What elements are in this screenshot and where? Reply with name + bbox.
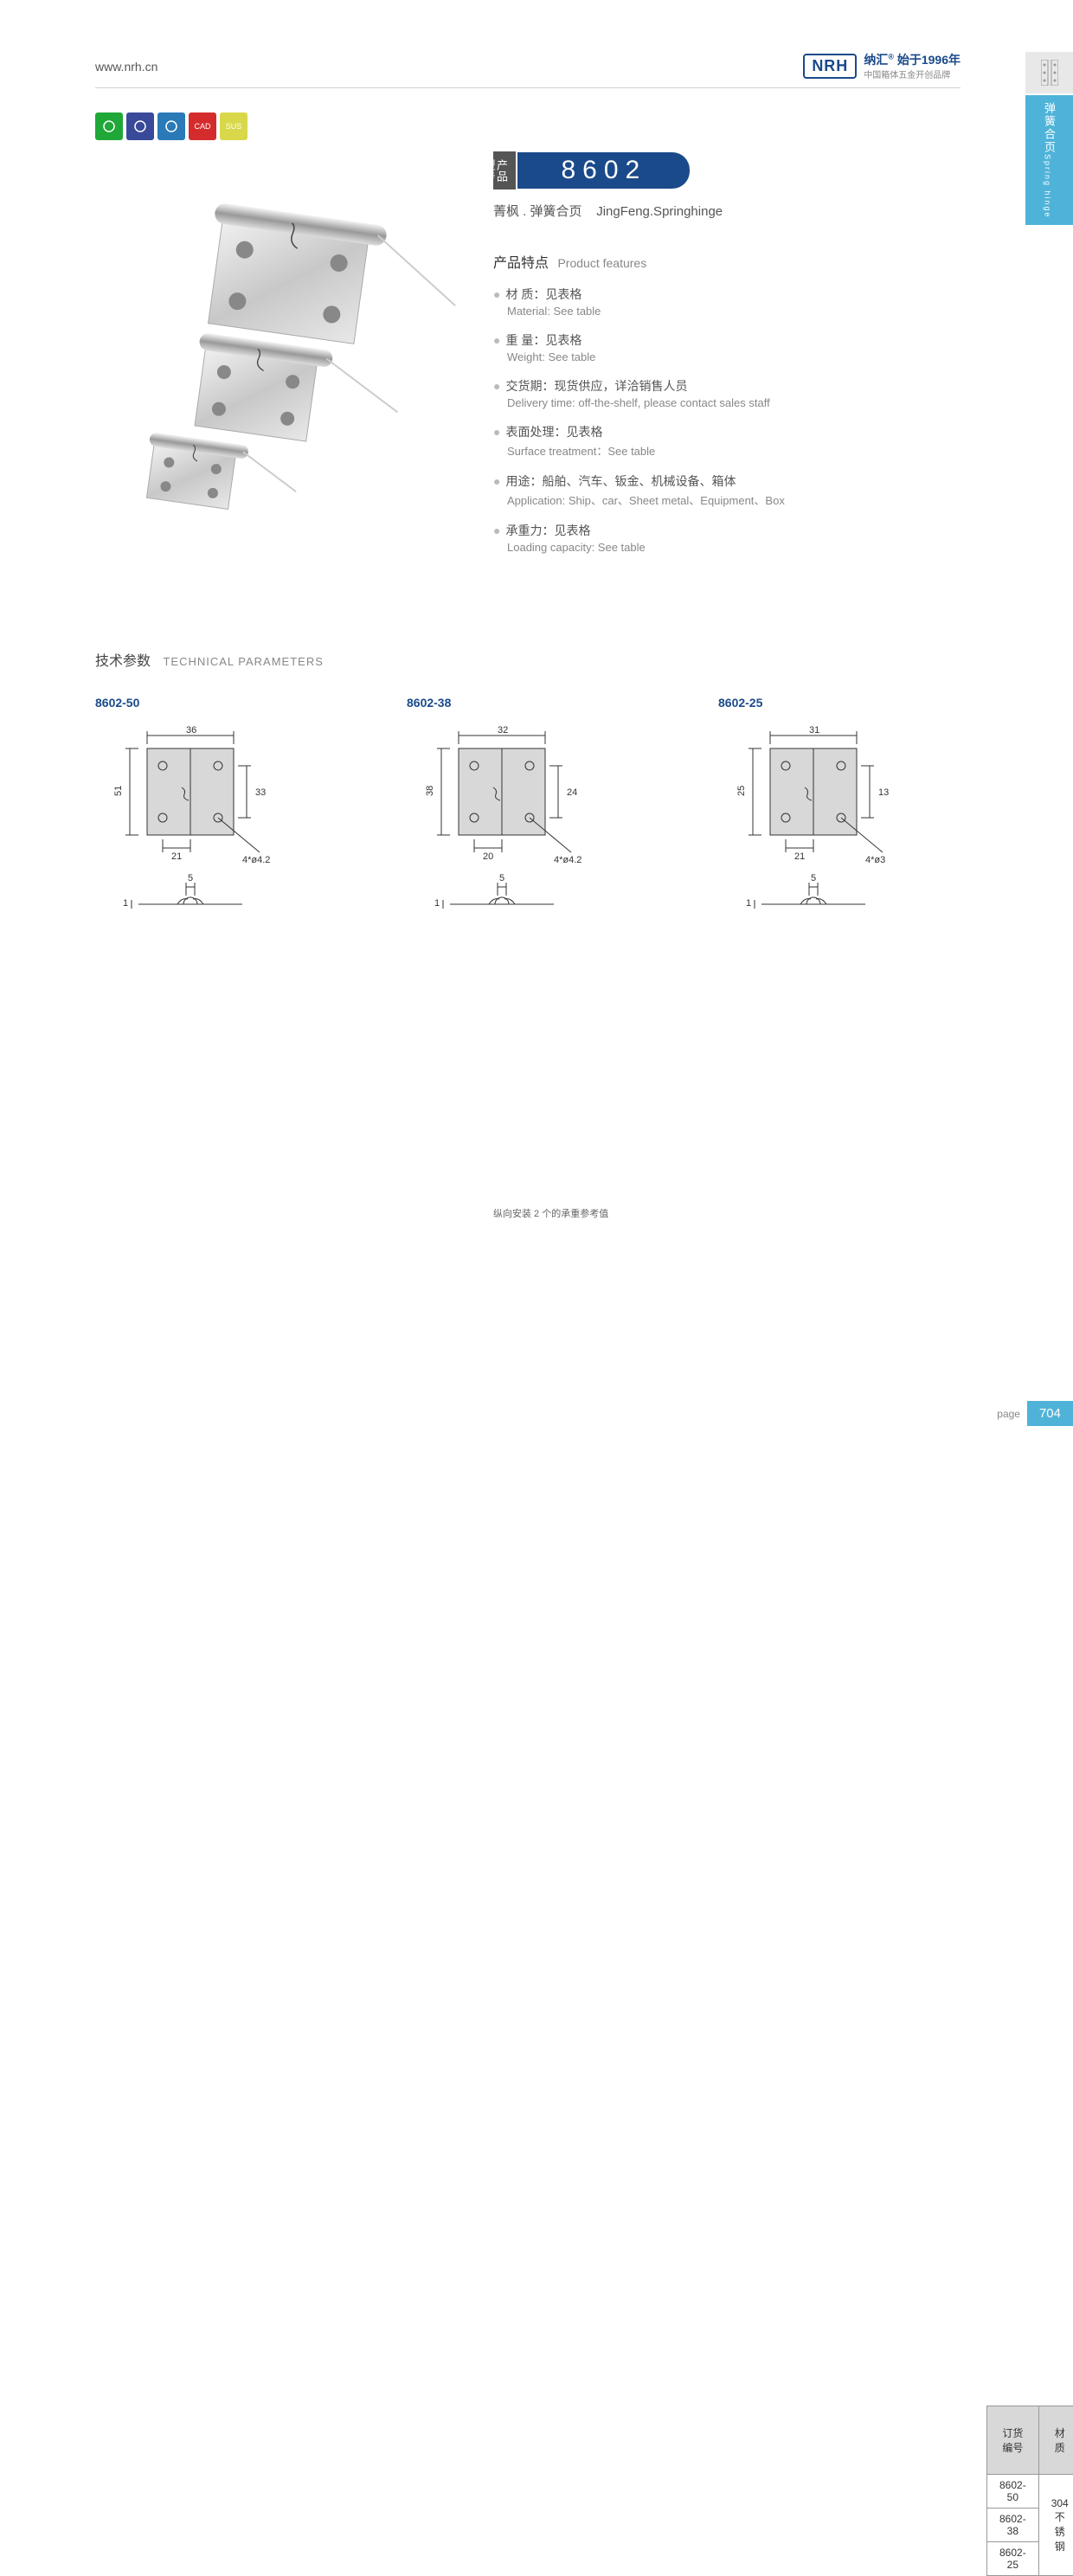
table-row: 8602-50304 不锈钢振光研磨198 [987, 2475, 1073, 2509]
feature-item: ●材 质：见表格Material: See table [493, 286, 961, 318]
tech-section: 技术参数 TECHNICAL PARAMETERS 8602-50 36 51 … [95, 649, 978, 969]
logo-cn: 纳汇 [864, 53, 888, 67]
drawing-label: 8602-50 [95, 696, 355, 710]
spec-table-block: 订货编号材 质表面处理ROHS重量（g）承重（kg） 8602-50304 不锈… [493, 1203, 608, 1220]
side-tab-cn: 弹簧合页 [1041, 102, 1057, 154]
page-footer: page 704 [997, 1401, 1073, 1426]
svg-text:38: 38 [425, 786, 435, 796]
svg-text:4*ø3: 4*ø3 [865, 855, 885, 865]
svg-text:21: 21 [794, 851, 805, 862]
model-number: 8602 [517, 152, 690, 189]
tech-title-cn: 技术参数 [95, 654, 151, 669]
svg-text:13: 13 [878, 787, 889, 798]
page-label: page [997, 1408, 1020, 1420]
features-title: 产品特点 Product features [493, 251, 961, 272]
svg-text:1: 1 [123, 898, 128, 909]
features-title-cn: 产品特点 [493, 256, 549, 271]
svg-text:5: 5 [188, 873, 193, 883]
icon-badges: CADSUS [95, 112, 247, 140]
svg-text:4*ø4.2: 4*ø4.2 [242, 855, 270, 865]
svg-text:5: 5 [499, 873, 504, 883]
svg-text:1: 1 [434, 898, 440, 909]
table-header: 订货编号 [987, 2406, 1039, 2475]
svg-text:32: 32 [498, 725, 508, 736]
drawing-label: 8602-25 [718, 696, 978, 710]
badge-icon [157, 112, 185, 140]
page-header: www.nrh.cn NRH 纳汇® 始于1996年 中国箱体五金开创品牌 [95, 52, 961, 88]
badge-icon [95, 112, 123, 140]
model-subtitle-en: JingFeng.Springhinge [596, 204, 723, 219]
feature-item: ●承重力：见表格Loading capacity: See table [493, 522, 961, 554]
drawing-col: 8602-38 32 38 24 20 4*ø4.2 [407, 696, 666, 969]
drawing-col: 8602-50 36 51 33 21 4*ø4.2 [95, 696, 355, 969]
badge-icon [126, 112, 154, 140]
drawings-row: 8602-50 36 51 33 21 4*ø4.2 [95, 696, 978, 969]
svg-text:31: 31 [809, 725, 819, 736]
logo-sub: 中国箱体五金开创品牌 [864, 67, 961, 80]
drawing-label: 8602-38 [407, 696, 666, 710]
page-number: 704 [1027, 1401, 1073, 1426]
side-tab-en: Spring hinge [1044, 154, 1052, 219]
svg-text:4*ø4.2: 4*ø4.2 [554, 855, 581, 865]
svg-text:33: 33 [255, 787, 266, 798]
model-subtitle-cn: 菁枫 . 弹簧合页 [493, 204, 582, 219]
table-note: 纵向安装 2 个的承重参考值 [493, 1206, 608, 1220]
logo-cn-line: 纳汇® 始于1996年 [864, 52, 961, 67]
tech-title: 技术参数 TECHNICAL PARAMETERS [95, 649, 978, 670]
feature-item: ●交货期：现货供应，详洽销售人员Delivery time: off-the-s… [493, 377, 961, 409]
model-label: 产品型号 [493, 151, 516, 190]
svg-text:36: 36 [186, 725, 196, 736]
badge-icon: CAD [189, 112, 216, 140]
tech-title-en: TECHNICAL PARAMETERS [163, 655, 323, 668]
drawing-col: 8602-25 31 25 13 21 4*ø3 [718, 696, 978, 969]
svg-text:1: 1 [746, 898, 751, 909]
website-url: www.nrh.cn [95, 60, 157, 74]
svg-text:51: 51 [113, 786, 124, 796]
feature-item: ●用途：船舶、汽车、钣金、机械设备、箱体Application: Ship、ca… [493, 472, 961, 508]
logo-block: NRH 纳汇® 始于1996年 中国箱体五金开创品牌 [803, 52, 961, 80]
logo-year: 始于1996年 [897, 53, 961, 67]
spec-table: 订货编号材 质表面处理ROHS重量（g）承重（kg） 8602-50304 不锈… [986, 2406, 1073, 2576]
features-title-en: Product features [557, 256, 646, 270]
model-subtitle: 菁枫 . 弹簧合页 JingFeng.Springhinge [493, 202, 723, 220]
svg-text:24: 24 [567, 787, 577, 798]
svg-text:5: 5 [811, 873, 816, 883]
feature-item: ●重 量：见表格Weight: See table [493, 331, 961, 363]
badge-icon: SUS [220, 112, 247, 140]
side-tab-icon [1025, 52, 1073, 93]
logo-nrh: NRH [803, 54, 857, 79]
feature-item: ●表面处理：见表格Surface treatment：See table [493, 423, 961, 459]
features-block: 产品特点 Product features ●材 质：见表格Material: … [493, 251, 961, 568]
svg-text:25: 25 [736, 786, 747, 796]
svg-text:21: 21 [171, 851, 182, 862]
svg-text:20: 20 [483, 851, 493, 862]
table-header: 材 质 [1038, 2406, 1073, 2475]
product-image [130, 203, 459, 515]
model-block: 产品型号 8602 菁枫 . 弹簧合页 JingFeng.Springhinge [493, 151, 723, 220]
side-tab: 弹簧合页 Spring hinge [1025, 95, 1073, 225]
